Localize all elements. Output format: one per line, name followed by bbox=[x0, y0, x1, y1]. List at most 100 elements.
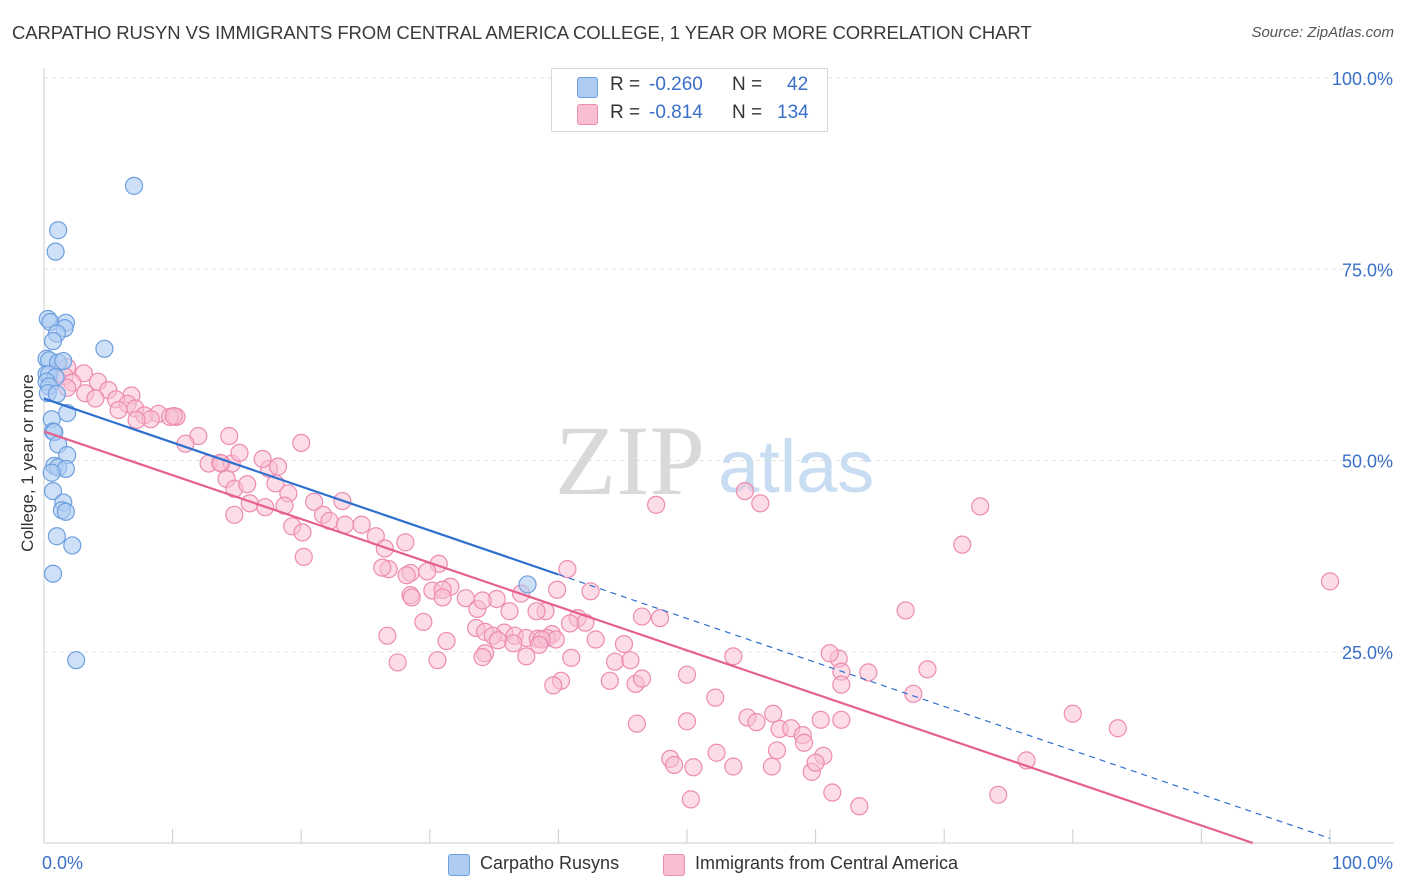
legend-r-value: -0.260 bbox=[649, 74, 703, 95]
data-point-immigrants bbox=[1063, 704, 1082, 723]
data-point-immigrants bbox=[517, 647, 536, 666]
data-point-immigrants bbox=[527, 602, 546, 621]
data-point-immigrants bbox=[953, 535, 972, 554]
legend-r-label: R = bbox=[610, 74, 641, 95]
data-point-immigrants bbox=[735, 482, 754, 501]
data-point-immigrants bbox=[832, 710, 851, 729]
data-point-immigrants bbox=[806, 753, 825, 772]
data-point-immigrants bbox=[352, 515, 371, 534]
trend-line-immigrants bbox=[43, 430, 1254, 845]
data-point-immigrants bbox=[437, 631, 456, 651]
x-tick-label: 0.0% bbox=[42, 853, 83, 873]
data-point-immigrants bbox=[971, 497, 990, 516]
data-point-carpatho bbox=[43, 332, 63, 351]
correlation-legend: R = -0.260 N = 42 R = -0.814 N = 134 bbox=[551, 68, 828, 132]
data-point-carpatho bbox=[46, 242, 65, 261]
data-point-carpatho bbox=[42, 463, 61, 482]
data-point-immigrants bbox=[396, 533, 415, 552]
trend-lines bbox=[43, 397, 1331, 845]
blue-series-points bbox=[37, 176, 537, 670]
data-point-immigrants bbox=[650, 608, 670, 628]
axes bbox=[43, 68, 1394, 844]
data-point-immigrants bbox=[473, 591, 492, 610]
data-point-carpatho bbox=[47, 527, 66, 546]
data-point-immigrants bbox=[627, 714, 646, 733]
data-point-immigrants bbox=[1108, 719, 1127, 738]
data-point-immigrants bbox=[724, 647, 743, 666]
legend-swatch-blue bbox=[448, 854, 470, 876]
data-point-carpatho bbox=[49, 221, 68, 240]
data-point-immigrants bbox=[747, 713, 766, 732]
data-point-immigrants bbox=[428, 651, 447, 670]
data-point-immigrants bbox=[632, 607, 652, 626]
legend-swatch-blue bbox=[577, 77, 598, 98]
data-point-immigrants bbox=[762, 757, 781, 776]
trend-line-carpatho bbox=[43, 397, 559, 576]
y-tick-label: 25.0% bbox=[1342, 643, 1393, 663]
data-point-immigrants bbox=[724, 757, 743, 776]
data-point-immigrants bbox=[600, 671, 619, 690]
legend-swatch-pink bbox=[663, 854, 685, 876]
chart-title: CARPATHO RUSYN VS IMMIGRANTS FROM CENTRA… bbox=[12, 22, 1032, 43]
data-point-carpatho bbox=[43, 482, 63, 501]
data-point-immigrants bbox=[896, 601, 915, 620]
data-point-immigrants bbox=[707, 743, 726, 762]
data-point-immigrants bbox=[86, 389, 105, 408]
legend-swatch-pink bbox=[577, 104, 598, 125]
data-point-immigrants bbox=[586, 630, 605, 649]
data-point-immigrants bbox=[397, 566, 416, 585]
data-point-immigrants bbox=[378, 626, 397, 645]
data-point-immigrants bbox=[418, 562, 437, 581]
legend-r-label: R = bbox=[610, 102, 641, 123]
data-point-immigrants bbox=[109, 400, 128, 420]
legend-label-immigrants: Immigrants from Central America bbox=[695, 853, 959, 873]
data-point-immigrants bbox=[681, 790, 700, 809]
data-point-immigrants bbox=[473, 648, 492, 667]
data-point-immigrants bbox=[632, 669, 652, 688]
legend-n-label: N = bbox=[732, 102, 763, 123]
data-point-immigrants bbox=[794, 733, 814, 752]
data-point-immigrants bbox=[268, 457, 288, 476]
series-legend: Carpatho Rusyns Immigrants from Central … bbox=[0, 851, 1406, 881]
data-point-immigrants bbox=[127, 410, 146, 430]
data-point-carpatho bbox=[67, 651, 86, 670]
data-point-immigrants bbox=[832, 675, 851, 694]
y-tick-label: 100.0% bbox=[1332, 69, 1393, 89]
data-point-immigrants bbox=[500, 602, 519, 621]
data-point-carpatho bbox=[56, 502, 75, 521]
data-point-carpatho bbox=[54, 351, 73, 371]
grid-lines bbox=[44, 77, 1394, 653]
data-point-immigrants bbox=[225, 505, 244, 524]
legend-r-value: -0.814 bbox=[649, 102, 703, 123]
data-point-immigrants bbox=[621, 651, 640, 670]
data-point-immigrants bbox=[605, 652, 625, 671]
data-point-immigrants bbox=[823, 783, 842, 802]
data-point-immigrants bbox=[238, 475, 257, 494]
legend-n-label: N = bbox=[732, 74, 763, 95]
data-point-immigrants bbox=[904, 684, 923, 703]
y-tick-label: 50.0% bbox=[1342, 452, 1393, 472]
x-tick-label: 100.0% bbox=[1332, 853, 1393, 873]
data-point-immigrants bbox=[751, 494, 770, 513]
data-point-immigrants bbox=[548, 580, 567, 599]
data-point-immigrants bbox=[294, 547, 313, 566]
data-point-immigrants bbox=[918, 660, 937, 679]
data-point-immigrants bbox=[293, 523, 312, 542]
data-point-carpatho bbox=[63, 536, 82, 555]
data-point-immigrants bbox=[220, 426, 239, 446]
data-point-immigrants bbox=[859, 663, 878, 682]
data-point-immigrants bbox=[164, 407, 183, 426]
data-point-carpatho bbox=[95, 339, 114, 358]
data-point-immigrants bbox=[414, 612, 433, 632]
data-point-immigrants bbox=[373, 558, 392, 577]
source-label: Source: ZipAtlas.com bbox=[1251, 24, 1394, 41]
tick-labels: 25.0% 50.0% 75.0% 100.0% 0.0% 100.0% bbox=[42, 69, 1393, 873]
data-point-immigrants bbox=[767, 741, 787, 760]
data-point-immigrants bbox=[764, 704, 783, 723]
data-point-immigrants bbox=[304, 492, 324, 511]
watermark: ZIP atlas bbox=[555, 405, 874, 516]
data-point-immigrants bbox=[647, 495, 666, 514]
data-point-immigrants bbox=[504, 634, 523, 653]
data-point-immigrants bbox=[488, 631, 508, 650]
